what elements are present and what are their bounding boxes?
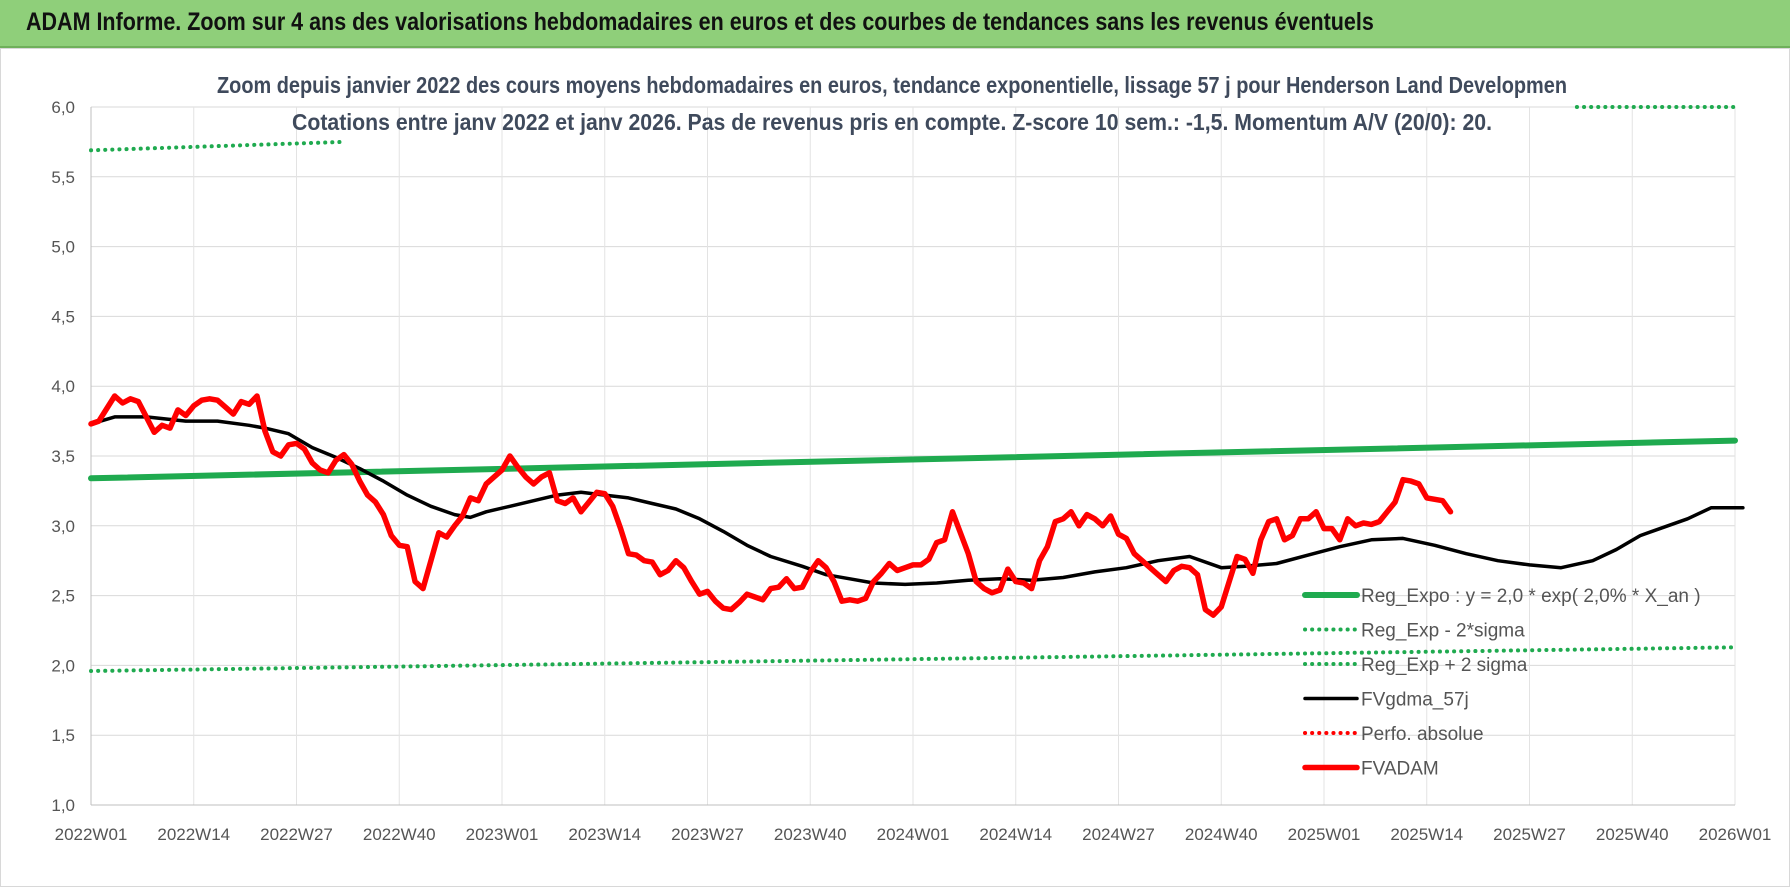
report-banner: ADAM Informe. Zoom sur 4 ans des valoris… [0,0,1790,48]
y-tick-label: 2,5 [51,587,75,606]
x-tick-label: 2023W40 [774,825,847,844]
legend-entry: Perfo. absolue [1361,724,1484,745]
x-tick-label: 2023W27 [671,825,744,844]
series-line-reg-exp-2-sigma [89,645,1737,673]
y-tick-label: 1,5 [51,726,75,745]
y-tick-label: 2,0 [51,656,75,675]
x-tick-label: 2026W01 [1699,825,1772,844]
series-layer [88,105,1745,673]
x-tick-label: 2025W14 [1390,825,1463,844]
report-title: ADAM Informe. Zoom sur 4 ans des valoris… [26,8,1374,36]
x-tick-label: 2024W40 [1185,825,1258,844]
x-tick-label: 2023W01 [466,825,539,844]
x-tick-label: 2025W40 [1596,825,1669,844]
y-tick-label: 1,0 [51,796,75,815]
legend-entry: FVADAM [1361,759,1439,780]
chart-title-line2: Cotations entre janv 2022 et janv 2026. … [292,109,1492,135]
legend-entry: Reg_Exp + 2 sigma [1361,655,1528,676]
y-tick-label: 4,0 [51,377,75,396]
x-tick-label: 2025W27 [1493,825,1566,844]
x-tick-label: 2024W14 [979,825,1052,844]
series-line-fvgdma-57j [89,415,1745,587]
legend: Reg_Expo : y = 2,0 * exp( 2,0% * X_an ) R… [1302,586,1701,780]
x-tick-label: 2022W01 [55,825,128,844]
y-axis-ticks: 1,0 1,5 2,0 2,5 3,0 3,5 4,0 4,5 5,0 5,5 6,0 [51,98,75,815]
legend-entry: Reg_Expo : y = 2,0 * exp( 2,0% * X_an ) [1361,586,1701,607]
legend-entry: FVgdma_57j [1361,690,1469,711]
series-line-reg-exp-2-sigma [89,139,346,153]
series-line-fvadam [88,393,1454,618]
legend-entry: Reg_Exp - 2*sigma [1361,621,1525,642]
x-tick-label: 2025W01 [1288,825,1361,844]
y-tick-label: 3,0 [51,517,75,536]
x-tick-label: 2024W01 [877,825,950,844]
chart-title-line1: Zoom depuis janvier 2022 des cours moyen… [217,72,1567,98]
x-tick-label: 2022W27 [260,825,333,844]
y-tick-label: 6,0 [51,98,75,117]
x-tick-label: 2022W40 [363,825,436,844]
y-tick-label: 5,5 [51,168,75,187]
y-tick-label: 5,0 [51,238,75,257]
x-tick-label: 2024W27 [1082,825,1155,844]
y-tick-label: 4,5 [51,307,75,326]
grid-lines [90,106,1736,806]
x-axis-ticks: 2022W01 2022W14 2022W27 2022W40 2023W01 2023W… [55,825,1772,844]
x-tick-label: 2023W14 [568,825,641,844]
y-tick-label: 3,5 [51,447,75,466]
x-tick-label: 2022W14 [157,825,230,844]
